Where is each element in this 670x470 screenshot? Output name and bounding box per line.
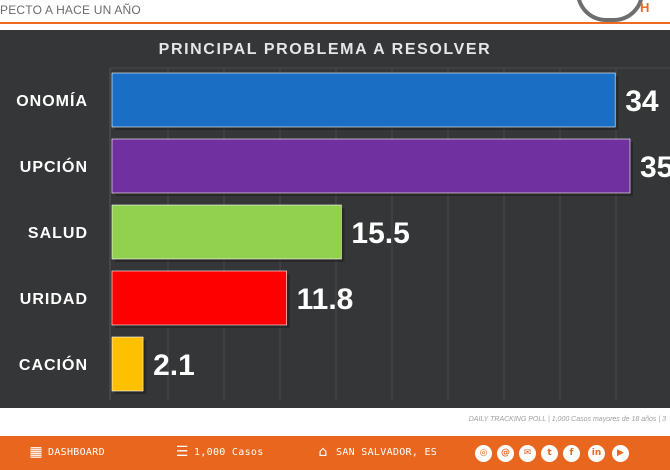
chart-title: PRINCIPAL PROBLEMA A RESOLVER	[159, 41, 492, 58]
panel-gap	[0, 408, 670, 436]
facebook-icon[interactable]: f	[563, 445, 580, 462]
value-labels: 34 35 15.5 11.8 2.1	[153, 85, 670, 382]
category-label: UPCIÓN	[20, 157, 88, 176]
bar	[111, 204, 342, 260]
chart-panel: PRINCIPAL PROBLEMA A RESOLVER ONOMÍA UPCI…	[0, 30, 670, 408]
youtube-icon[interactable]: ▶	[612, 445, 629, 462]
category-label: ONOMÍA	[16, 91, 88, 110]
footer-bar: ▦ DASHBOARD ☰ 1,000 Casos ⌂ SAN SALVADOR…	[0, 436, 670, 470]
bar	[111, 336, 144, 392]
value-label: 2.1	[153, 349, 195, 382]
globe-icon[interactable]: ◎	[475, 445, 492, 462]
value-label: 35	[640, 151, 670, 184]
header-title: PECTO A HACE UN AÑO	[0, 3, 141, 17]
category-labels: ONOMÍA UPCIÓN SALUD URIDAD CACIÓN	[16, 91, 88, 374]
bar	[111, 72, 616, 128]
bar	[111, 270, 287, 326]
bar	[111, 138, 631, 194]
linkedin-icon[interactable]: in	[588, 445, 605, 462]
bars	[111, 72, 633, 394]
footer-dashboard: DASHBOARD	[48, 447, 105, 458]
footer-cases: 1,000 Casos	[194, 447, 264, 458]
location-icon: ⌂	[318, 444, 328, 460]
dashboard-icon[interactable]: ▦	[29, 444, 43, 460]
chat-icon: ☰	[175, 444, 189, 460]
bar-chart: PRINCIPAL PROBLEMA A RESOLVER ONOMÍA UPCI…	[16, 41, 670, 400]
footnote: DAILY TRACKING POLL | 1,000 Casos mayore…	[468, 416, 666, 423]
category-label: SALUD	[28, 225, 88, 242]
value-label: 34	[625, 85, 659, 118]
category-label: CACIÓN	[19, 355, 88, 374]
value-label: 11.8	[297, 283, 354, 316]
brand-logo-text: H	[640, 0, 650, 15]
twitter-icon[interactable]: t	[541, 445, 558, 462]
header-rule	[0, 22, 670, 24]
category-label: URIDAD	[20, 291, 88, 308]
whatsapp-icon[interactable]: @	[497, 445, 514, 462]
top-bar: PECTO A HACE UN AÑO	[0, 0, 670, 24]
email-icon[interactable]: ✉	[519, 445, 536, 462]
value-label: 15.5	[351, 217, 409, 250]
footer-location: SAN SALVADOR, ES	[336, 447, 438, 458]
